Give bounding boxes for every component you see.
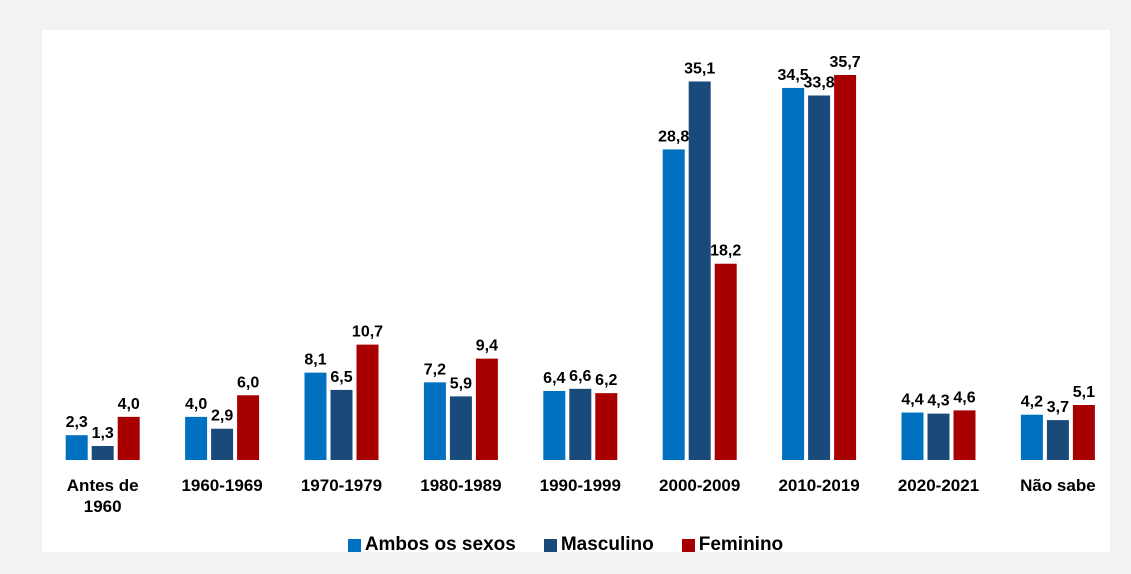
data-label: 34,5	[778, 67, 809, 84]
legend-swatch	[347, 538, 361, 552]
data-label: 8,1	[304, 352, 326, 369]
legend-item: Feminino	[681, 534, 784, 556]
x-tick-label: Antes de 1960	[66, 476, 139, 516]
legend-item: Masculino	[543, 534, 654, 556]
bar	[449, 396, 472, 460]
data-label: 6,4	[543, 370, 565, 387]
legend-label: Ambos os sexos	[364, 534, 516, 555]
bar	[901, 412, 924, 460]
bar	[543, 390, 566, 460]
legend-swatch	[543, 538, 557, 552]
bar	[356, 344, 379, 460]
x-tick-label: 1960-1969	[181, 476, 263, 495]
bar	[1020, 414, 1043, 460]
bar	[688, 81, 711, 461]
data-label: 35,1	[684, 60, 715, 77]
legend-label: Masculino	[560, 534, 654, 555]
x-tick-label: 2020-2021	[897, 476, 980, 495]
bar	[834, 75, 857, 460]
data-label: 5,1	[1073, 384, 1095, 401]
data-label: 7,2	[424, 361, 446, 378]
data-label: 2,3	[66, 414, 88, 431]
data-label: 28,8	[658, 128, 689, 145]
plot-panel	[42, 30, 1110, 552]
bar	[91, 445, 114, 460]
data-label: 5,9	[450, 375, 472, 392]
bar	[65, 435, 88, 460]
bar	[782, 87, 805, 461]
data-label: 1,3	[92, 425, 114, 442]
data-label: 6,2	[595, 372, 617, 389]
bar	[330, 389, 353, 460]
bar	[185, 416, 208, 460]
bar	[595, 393, 618, 460]
x-tick-label: 1980-1989	[420, 476, 502, 495]
data-label: 4,3	[927, 393, 949, 410]
x-tick-label: 2000-2009	[659, 476, 741, 495]
data-label: 35,7	[830, 54, 861, 71]
x-tick-label: 2010-2019	[778, 476, 860, 495]
x-tick-label: 1990-1999	[539, 476, 621, 495]
legend-swatch	[681, 538, 695, 552]
data-label: 4,4	[901, 392, 923, 409]
data-label: 6,0	[237, 374, 259, 391]
data-label: 18,2	[710, 243, 741, 260]
bar	[569, 388, 592, 460]
x-tick-label: Não sabe	[1020, 476, 1096, 495]
bar	[1072, 405, 1095, 460]
bar	[927, 413, 950, 460]
data-label: 4,0	[118, 396, 140, 413]
bar	[237, 395, 260, 460]
bar	[953, 410, 976, 460]
bar	[117, 416, 140, 460]
x-tick-label: 1970-1979	[300, 476, 383, 495]
data-label: 4,6	[953, 389, 975, 406]
legend-label: Feminino	[698, 534, 784, 555]
bar	[304, 372, 327, 460]
data-label: 9,4	[476, 338, 498, 355]
data-label: 4,2	[1021, 394, 1043, 411]
data-label: 10,7	[352, 324, 383, 341]
data-label: 6,6	[569, 368, 591, 385]
legend: Ambos os sexos Masculino Feminino	[0, 534, 1131, 556]
legend-item: Ambos os sexos	[347, 534, 516, 556]
data-label: 2,9	[211, 408, 233, 425]
data-label: 33,8	[804, 74, 835, 91]
bar	[662, 149, 685, 461]
bar	[714, 263, 737, 460]
bar	[423, 382, 446, 460]
data-label: 4,0	[185, 396, 207, 413]
data-label: 6,5	[330, 369, 352, 386]
bar	[808, 95, 831, 460]
bar	[211, 428, 234, 460]
data-label: 3,7	[1047, 399, 1069, 416]
bar	[1046, 420, 1069, 460]
bar	[475, 358, 498, 460]
